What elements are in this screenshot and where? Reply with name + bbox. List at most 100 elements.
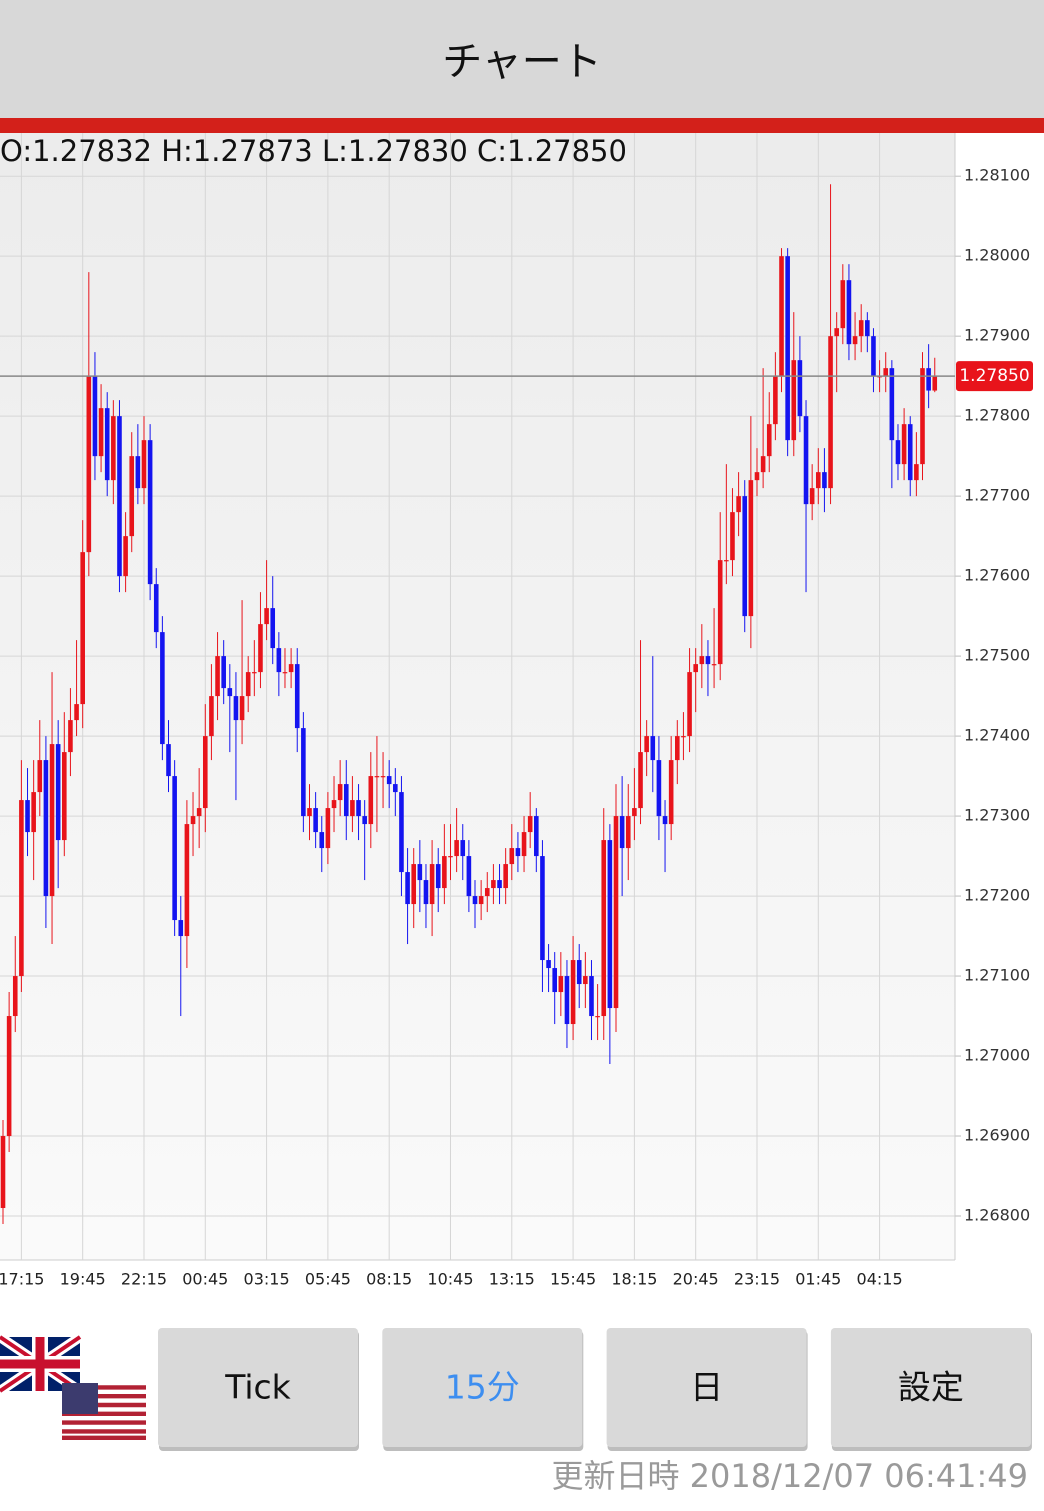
candle-body — [356, 800, 361, 817]
y-tick-label: 1.27700 — [964, 486, 1030, 505]
candle-body — [19, 800, 24, 977]
candle-body — [294, 664, 300, 729]
candle-body — [754, 472, 760, 481]
x-tick-label: 04:15 — [857, 1270, 903, 1289]
candle-body — [196, 808, 202, 817]
candle-body — [417, 864, 423, 881]
candle-body — [6, 1016, 12, 1137]
candle-body — [570, 960, 576, 1025]
candle-body — [215, 656, 220, 697]
candle-body — [282, 672, 288, 674]
y-tick-label: 1.27500 — [964, 646, 1030, 665]
header-bar — [0, 0, 1044, 118]
candle-body — [386, 776, 392, 785]
candle-body — [717, 560, 723, 665]
candle-body — [184, 824, 190, 937]
y-tick-label: 1.27000 — [964, 1046, 1030, 1065]
header-title: チャート — [442, 39, 602, 85]
candle-body — [846, 280, 852, 345]
candle-body — [190, 816, 196, 825]
x-tick-label: 15:45 — [550, 1270, 596, 1289]
candle-body — [779, 256, 784, 377]
candle-body — [662, 816, 668, 825]
candle-body — [12, 976, 18, 1017]
candle-body — [86, 376, 92, 553]
candle-body — [31, 792, 36, 833]
update-time: 更新日時 2018/12/07 06:41:49 — [551, 1457, 1028, 1495]
uk-flag-cross-red — [0, 1337, 80, 1391]
candle-body — [153, 584, 159, 633]
current-price-box — [956, 361, 1033, 392]
button[interactable] — [382, 1328, 583, 1447]
candle-body — [699, 656, 705, 665]
candle-body — [62, 752, 67, 841]
candle-body — [589, 976, 594, 1017]
x-tick-label: 03:15 — [244, 1270, 290, 1289]
button[interactable] — [158, 1328, 358, 1447]
candle-body — [785, 256, 790, 441]
x-tick-label: 10:45 — [427, 1270, 473, 1289]
candle-body — [178, 920, 184, 937]
candle-body — [705, 656, 711, 665]
x-tick-label: 20:45 — [673, 1270, 719, 1289]
candle-body — [374, 776, 380, 778]
candle-body — [301, 728, 306, 817]
candle-body — [656, 760, 662, 817]
candle-body — [852, 336, 858, 345]
candle-body — [858, 320, 864, 337]
candle-body — [632, 808, 637, 817]
candle-body — [252, 672, 257, 674]
button-label[interactable]: 15分 — [445, 1368, 520, 1407]
candle-body — [828, 336, 833, 489]
candle-body — [227, 688, 233, 697]
y-tick-label: 1.26900 — [964, 1126, 1030, 1145]
candle-body — [117, 416, 122, 577]
candle-body — [111, 416, 116, 481]
candle-body — [907, 424, 913, 481]
candle-body — [104, 408, 110, 481]
x-tick-label: 23:15 — [734, 1270, 780, 1289]
candle-body — [497, 880, 502, 889]
candle-body — [209, 696, 214, 737]
x-tick-label: 18:15 — [611, 1270, 657, 1289]
candle-body — [583, 976, 588, 985]
candle-body — [233, 696, 239, 721]
candle-body — [0, 1136, 6, 1209]
candle-body — [871, 336, 876, 377]
candle-body — [613, 816, 619, 1009]
candle-body — [803, 416, 809, 505]
candle-body — [920, 368, 925, 465]
candle-body — [454, 840, 459, 857]
candle-body — [313, 808, 318, 833]
y-tick-label: 1.27800 — [964, 406, 1030, 425]
x-tick-label: 05:45 — [305, 1270, 351, 1289]
candle-body — [484, 888, 490, 897]
button-label[interactable]: 日 — [690, 1368, 723, 1407]
candle-body — [766, 424, 772, 457]
plot-area — [0, 133, 955, 1260]
candle-body — [619, 816, 625, 849]
y-tick-label: 1.27400 — [964, 726, 1030, 745]
candle-body — [675, 736, 680, 761]
candle-body — [172, 776, 177, 921]
candle-body — [239, 696, 245, 721]
button-label[interactable]: 設定 — [898, 1368, 964, 1407]
candle-body — [834, 328, 839, 337]
button[interactable] — [830, 1328, 1031, 1447]
button-bar: Tick 15分 日 設定 — [158, 1328, 1032, 1451]
y-tick-label: 1.28000 — [964, 246, 1030, 265]
candle-body — [724, 560, 729, 562]
candle-body — [80, 552, 85, 705]
candle-body — [393, 784, 398, 793]
candle-body — [932, 376, 938, 391]
candle-body — [362, 816, 367, 825]
candle-body — [43, 760, 49, 897]
candle-body — [491, 880, 496, 889]
us-flag-stripes — [62, 1385, 146, 1440]
candle-body — [760, 456, 766, 473]
current-price-label: 1.27850 — [959, 366, 1029, 386]
button[interactable] — [606, 1328, 807, 1447]
candle-body — [558, 976, 564, 993]
button-label[interactable]: Tick — [224, 1368, 291, 1407]
